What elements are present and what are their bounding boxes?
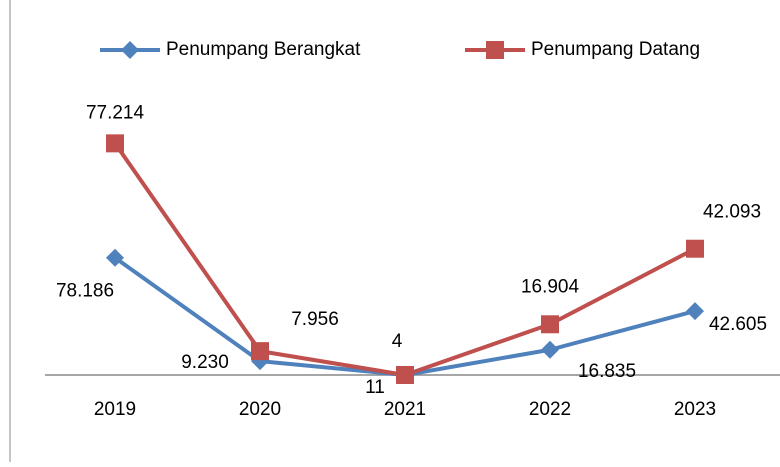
marker (541, 340, 559, 359)
data-label: 42.605 (709, 314, 767, 335)
marker (121, 41, 139, 59)
marker (396, 365, 414, 384)
legend-label: Penumpang Datang (531, 39, 700, 60)
marker (106, 248, 124, 267)
marker (486, 41, 504, 59)
marker (106, 134, 124, 153)
data-label: 78.186 (56, 281, 114, 302)
series-line (113, 142, 696, 377)
marker (686, 302, 704, 321)
x-tick-label: 2020 (239, 399, 281, 420)
x-tick-label: 2022 (529, 399, 571, 420)
data-label: 7.956 (291, 309, 339, 330)
x-tick-label: 2021 (384, 399, 426, 420)
x-tick-label: 2023 (674, 399, 716, 420)
data-label: 16.904 (521, 276, 580, 297)
data-label: 42.093 (703, 202, 761, 223)
marker (251, 342, 269, 361)
data-label: 4 (392, 331, 403, 352)
marker (541, 315, 559, 334)
x-tick-label: 2019 (94, 399, 136, 420)
data-label: 11 (365, 377, 385, 398)
legend-label: Penumpang Berangkat (166, 39, 361, 60)
data-label: 9.230 (181, 352, 229, 373)
marker (686, 239, 704, 258)
data-label: 77.214 (86, 102, 145, 123)
data-label: 16.835 (578, 361, 636, 382)
